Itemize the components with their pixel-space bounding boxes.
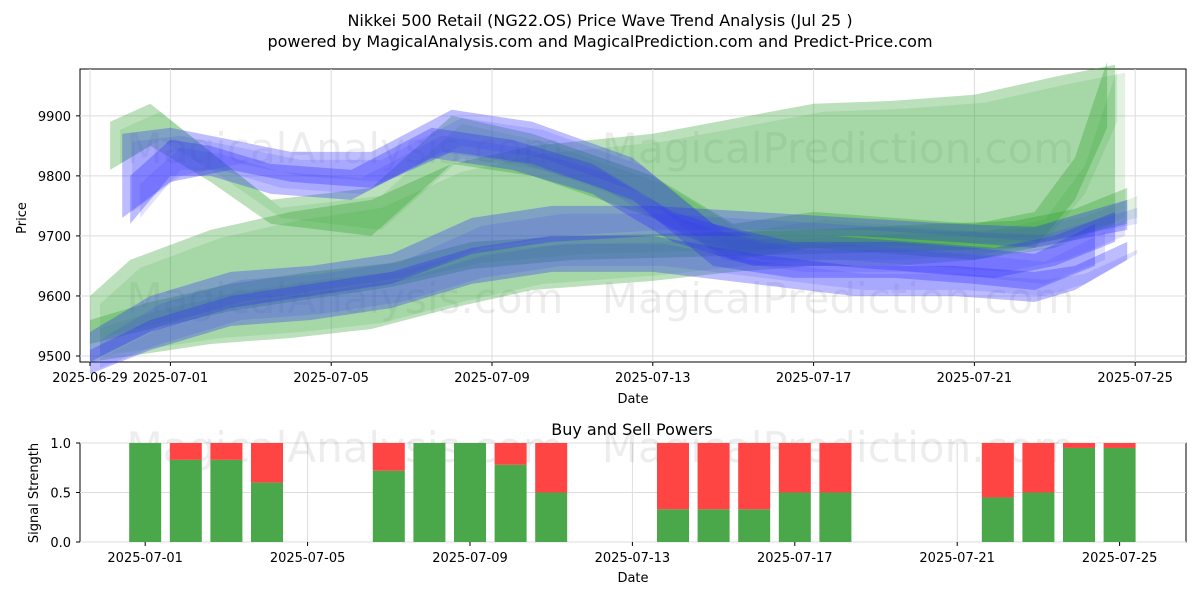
wave-band-blue-bottom-band <box>90 235 1128 374</box>
buy-bar <box>494 464 527 542</box>
x-tick-label: 2025-07-09 <box>432 551 508 566</box>
buy-bar <box>697 509 730 542</box>
top-grid <box>80 69 1186 362</box>
buy-bar <box>251 482 283 542</box>
sell-bar <box>169 443 202 460</box>
sell-bar <box>1022 443 1055 493</box>
sell-bar <box>981 443 1014 498</box>
sell-bar <box>697 443 730 510</box>
y-tick-label: 9900 <box>38 110 71 125</box>
top-y-ticks: 9500 9600 9700 9800 9900 <box>38 110 80 365</box>
sell-bar <box>778 443 811 493</box>
wave-band-green-wide-band <box>90 64 1116 363</box>
buy-bar <box>535 492 568 542</box>
price-wave-plot: MagicalAnalysis.com MagicalPrediction.co… <box>15 61 1187 407</box>
x-tick-label: 2025-07-21 <box>937 371 1013 386</box>
x-tick-label: 2025-07-17 <box>776 371 852 386</box>
chart-title: Nikkei 500 Retail (NG22.OS) Price Wave T… <box>347 11 852 30</box>
top-plot-frame <box>79 68 1187 363</box>
y-tick-label: 1.0 <box>50 437 71 452</box>
x-tick-label: 2025-07-25 <box>1082 551 1158 566</box>
sell-bar <box>535 443 568 493</box>
y-tick-label: 9600 <box>38 290 71 305</box>
sell-bar <box>251 443 283 483</box>
sell-bar <box>657 443 689 510</box>
watermark-text: MagicalPrediction.com <box>602 274 1075 323</box>
y-tick-label: 9500 <box>38 350 71 365</box>
sell-bar <box>1103 443 1136 448</box>
x-tick-label: 2025-07-13 <box>595 551 671 566</box>
bottom-y-ticks: 0.0 0.5 1.0 <box>50 437 80 551</box>
buy-bar <box>413 443 446 542</box>
sell-bar <box>819 443 852 493</box>
buy-bar <box>210 459 243 542</box>
x-tick-label: 2025-07-09 <box>454 371 530 386</box>
buy-bar <box>981 497 1014 542</box>
bottom-x-ticks: 2025-07-01 2025-07-05 2025-07-09 2025-07-13… <box>107 542 1157 566</box>
y-tick-label: 0.0 <box>50 536 71 551</box>
x-tick-label: 2025-07-01 <box>133 371 209 386</box>
x-tick-label: 2025-07-05 <box>270 551 346 566</box>
buy-bar <box>1103 447 1136 542</box>
sell-bar <box>738 443 771 510</box>
buy-bar <box>372 470 405 542</box>
y-tick-label: 0.5 <box>50 487 71 502</box>
wave-band-blue-lower-band <box>90 199 1128 362</box>
wave-band-echo <box>132 117 1105 284</box>
x-tick-label: 2025-07-01 <box>107 551 183 566</box>
signal-bars <box>129 443 1136 542</box>
top-y-axis-label: Price <box>15 202 30 234</box>
top-watermarks: MagicalAnalysis.com MagicalPrediction.co… <box>127 124 1075 323</box>
watermark-text: MagicalPrediction.com <box>602 124 1075 173</box>
wave-band-echo <box>100 207 1138 356</box>
sell-bar <box>372 443 405 471</box>
x-tick-label: 2025-07-17 <box>757 551 833 566</box>
x-tick-label: 2025-06-29 <box>52 371 128 386</box>
x-tick-label: 2025-07-21 <box>919 551 995 566</box>
wave-band-blue-mid-band <box>130 127 1116 278</box>
bottom-chart-title: Buy and Sell Powers <box>551 420 713 439</box>
wave-band-echo <box>100 72 1126 357</box>
buy-bar <box>778 492 811 542</box>
buy-sell-plot: Buy and Sell Powers MagicalAnalysis.com … <box>27 420 1187 586</box>
wave-bands <box>90 61 1138 374</box>
wave-band-echo <box>100 243 1138 368</box>
buy-bar <box>657 509 689 542</box>
x-tick-label: 2025-07-05 <box>293 371 369 386</box>
wave-band-blue-upper-band <box>122 109 1095 290</box>
y-tick-label: 9800 <box>38 170 71 185</box>
top-x-ticks: 2025-06-29 2025-07-01 2025-07-05 2025-07-09… <box>52 362 1173 386</box>
buy-bar <box>1063 447 1095 542</box>
sell-bar <box>210 443 243 460</box>
bottom-x-axis-label: Date <box>617 571 648 586</box>
buy-bar <box>454 443 486 542</box>
chart-subtitle: powered by MagicalAnalysis.com and Magic… <box>267 32 932 51</box>
buy-bar <box>738 509 771 542</box>
wave-band-echo <box>140 135 1126 272</box>
x-tick-label: 2025-07-13 <box>615 371 691 386</box>
bottom-y-axis-label: Signal Strength <box>27 443 42 543</box>
top-x-axis-label: Date <box>617 392 648 407</box>
wave-band-echo <box>120 69 1118 254</box>
x-tick-label: 2025-07-25 <box>1097 371 1173 386</box>
y-tick-label: 9700 <box>38 230 71 245</box>
buy-bar <box>819 492 852 542</box>
wave-band-green-upper-band <box>110 61 1108 260</box>
buy-bar <box>129 443 162 542</box>
watermark-text: MagicalAnalysis.com <box>127 124 564 173</box>
sell-bar <box>494 443 527 465</box>
watermark-text: MagicalAnalysis.com <box>127 274 564 323</box>
buy-bar <box>169 459 202 542</box>
sell-bar <box>1063 443 1095 448</box>
buy-bar <box>1022 492 1055 542</box>
